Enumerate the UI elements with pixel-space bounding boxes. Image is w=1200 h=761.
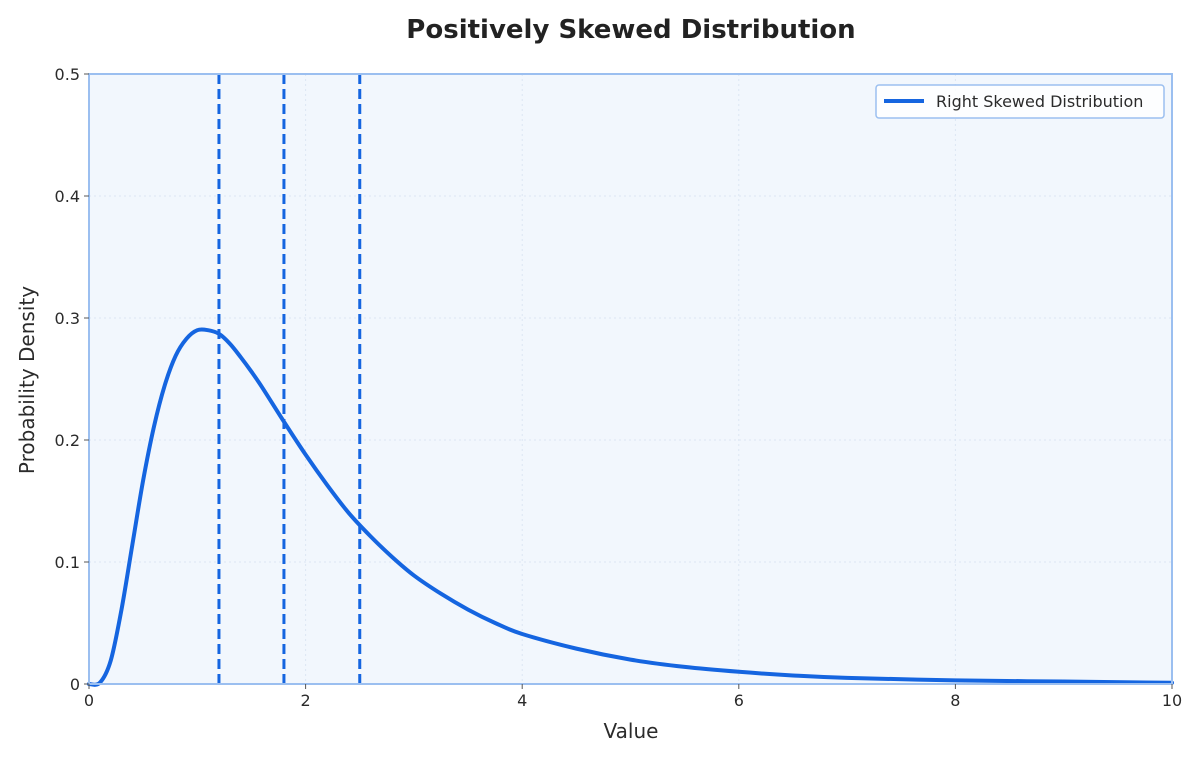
x-axis-ticks: 0 2 4 6 8 10 bbox=[84, 684, 1182, 710]
y-axis-ticks: 0 0.1 0.2 0.3 0.4 0.5 bbox=[55, 65, 89, 694]
x-tick-label-3: 6 bbox=[734, 691, 744, 710]
y-tick-label-0: 0 bbox=[70, 675, 80, 694]
x-tick-label-0: 0 bbox=[84, 691, 94, 710]
legend: Right Skewed Distribution bbox=[875, 84, 1165, 119]
x-tick-label-5: 10 bbox=[1162, 691, 1182, 710]
y-axis-label: Probability Density bbox=[15, 286, 39, 474]
y-tick-label-1: 0.1 bbox=[55, 553, 80, 572]
series-line-0 bbox=[87, 327, 1174, 687]
plot-frame bbox=[88, 73, 1173, 685]
x-axis-label: Value bbox=[604, 719, 659, 743]
y-tick-label-4: 0.4 bbox=[55, 187, 80, 206]
x-tick-label-2: 4 bbox=[517, 691, 527, 710]
series-group bbox=[87, 327, 1174, 687]
x-tick-label-1: 2 bbox=[301, 691, 311, 710]
legend-box bbox=[875, 84, 1165, 119]
y-tick-label-2: 0.2 bbox=[55, 431, 80, 450]
reference-lines bbox=[217, 74, 362, 684]
chart-title: Positively Skewed Distribution bbox=[406, 15, 855, 45]
legend-label-0: Right Skewed Distribution bbox=[936, 92, 1143, 111]
y-tick-label-3: 0.3 bbox=[55, 309, 80, 328]
plot-area bbox=[89, 74, 1172, 684]
y-tick-label-5: 0.5 bbox=[55, 65, 80, 84]
x-tick-label-4: 8 bbox=[950, 691, 960, 710]
